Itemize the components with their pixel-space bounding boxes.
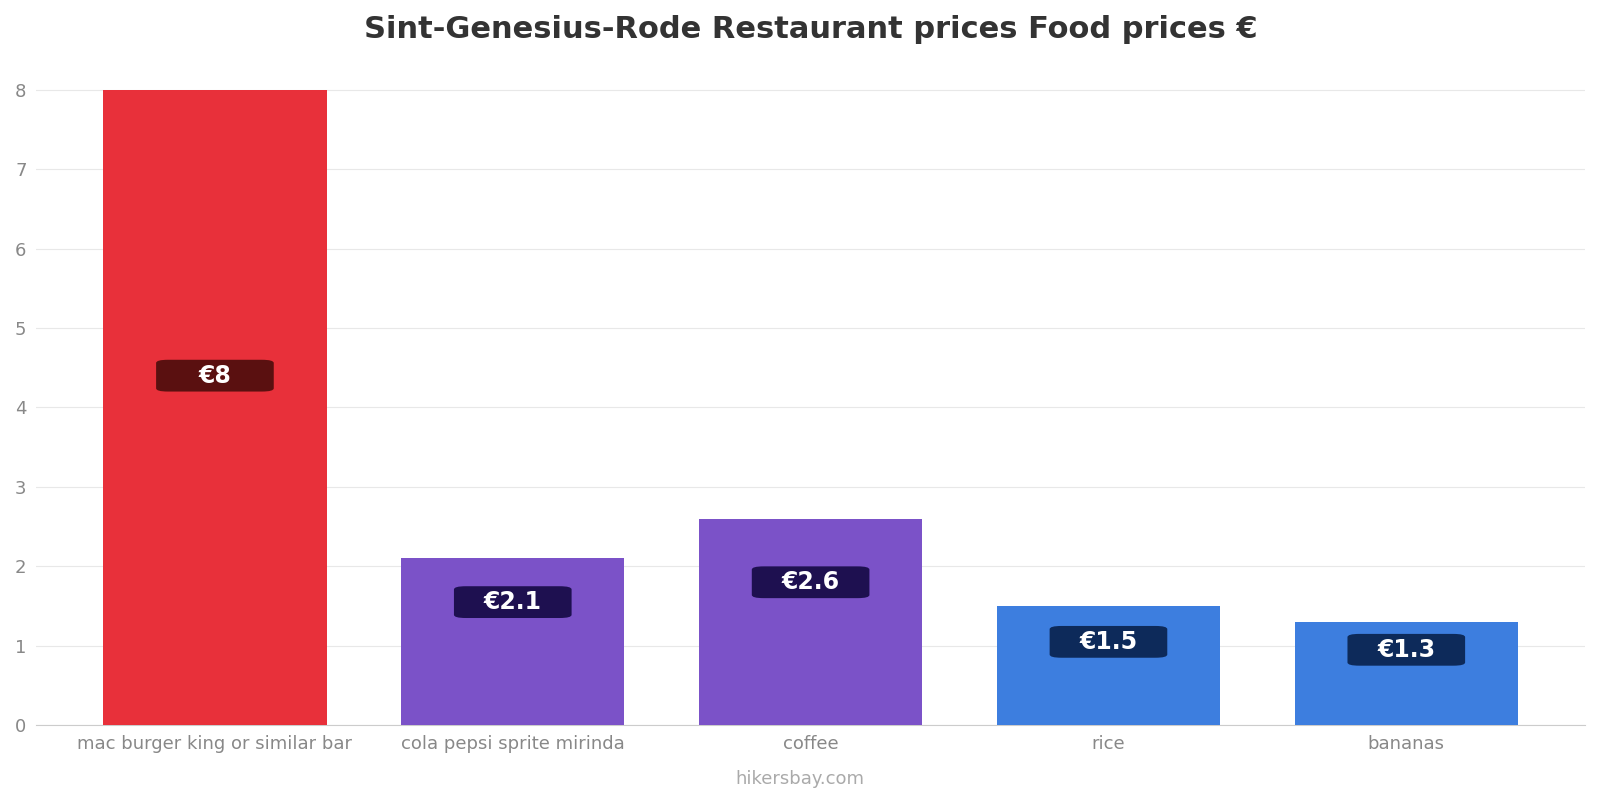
Bar <box>699 518 922 726</box>
Text: €8: €8 <box>198 364 232 388</box>
Bar <box>1294 622 1518 726</box>
Title: Sint-Genesius-Rode Restaurant prices Food prices €: Sint-Genesius-Rode Restaurant prices Foo… <box>363 15 1258 44</box>
Bar <box>402 558 624 726</box>
FancyBboxPatch shape <box>1347 634 1466 666</box>
Text: €2.6: €2.6 <box>781 570 840 594</box>
Bar <box>104 90 326 726</box>
Text: €1.5: €1.5 <box>1080 630 1138 654</box>
Bar <box>997 606 1221 726</box>
Text: hikersbay.com: hikersbay.com <box>736 770 864 788</box>
Text: €1.3: €1.3 <box>1378 638 1435 662</box>
FancyBboxPatch shape <box>454 586 571 618</box>
FancyBboxPatch shape <box>157 360 274 391</box>
Text: €2.1: €2.1 <box>483 590 542 614</box>
FancyBboxPatch shape <box>752 566 869 598</box>
FancyBboxPatch shape <box>1050 626 1168 658</box>
